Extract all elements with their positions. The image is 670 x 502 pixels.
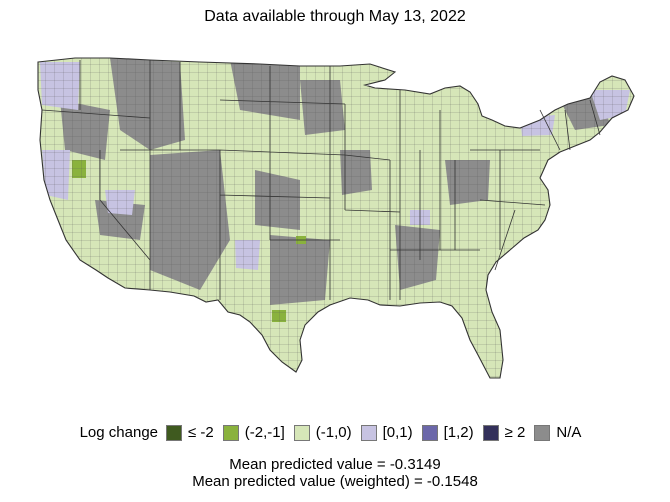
legend-item-0-1: [0,1) <box>360 424 413 441</box>
map-title: Data available through May 13, 2022 <box>204 8 466 25</box>
state-boundaries <box>41 60 601 300</box>
summary-stats: Mean predicted value = -0.3149 Mean pred… <box>0 456 670 490</box>
county-lines <box>38 58 634 378</box>
mean-predicted-value-weighted: Mean predicted value (weighted) = -0.154… <box>192 473 478 490</box>
legend-item-label: ≥ 2 <box>504 424 526 441</box>
legend-swatch <box>421 424 438 441</box>
legend-item-1-2: [1,2) <box>421 424 474 441</box>
legend-item-label: (-2,-1] <box>244 424 285 441</box>
legend-item-label: (-1,0) <box>315 424 352 441</box>
legend-swatch <box>293 424 310 441</box>
legend: Log change ≤ -2 (-2,-1] (-1,0) [0,1) [1,… <box>0 424 670 441</box>
legend-swatch <box>360 424 377 441</box>
legend-swatch <box>166 424 182 441</box>
legend-item-ge-2: ≥ 2 <box>482 424 526 441</box>
legend-item-label: N/A <box>556 424 582 441</box>
legend-item-neg1-0: (-1,0) <box>293 424 352 441</box>
legend-swatch <box>534 424 551 441</box>
legend-swatch <box>482 424 499 441</box>
legend-swatch <box>222 424 239 441</box>
legend-item-label: [1,2) <box>443 424 474 441</box>
legend-item-na: N/A <box>534 424 581 441</box>
legend-title: Log change <box>79 424 158 441</box>
legend-item-label: ≤ -2 <box>188 424 214 441</box>
legend-item-le-neg2: ≤ -2 <box>166 424 214 441</box>
legend-item-label: [0,1) <box>382 424 413 441</box>
legend-item-neg2-neg1: (-2,-1] <box>222 424 285 441</box>
us-county-map <box>37 57 635 379</box>
mean-predicted-value: Mean predicted value = -0.3149 <box>229 456 441 473</box>
